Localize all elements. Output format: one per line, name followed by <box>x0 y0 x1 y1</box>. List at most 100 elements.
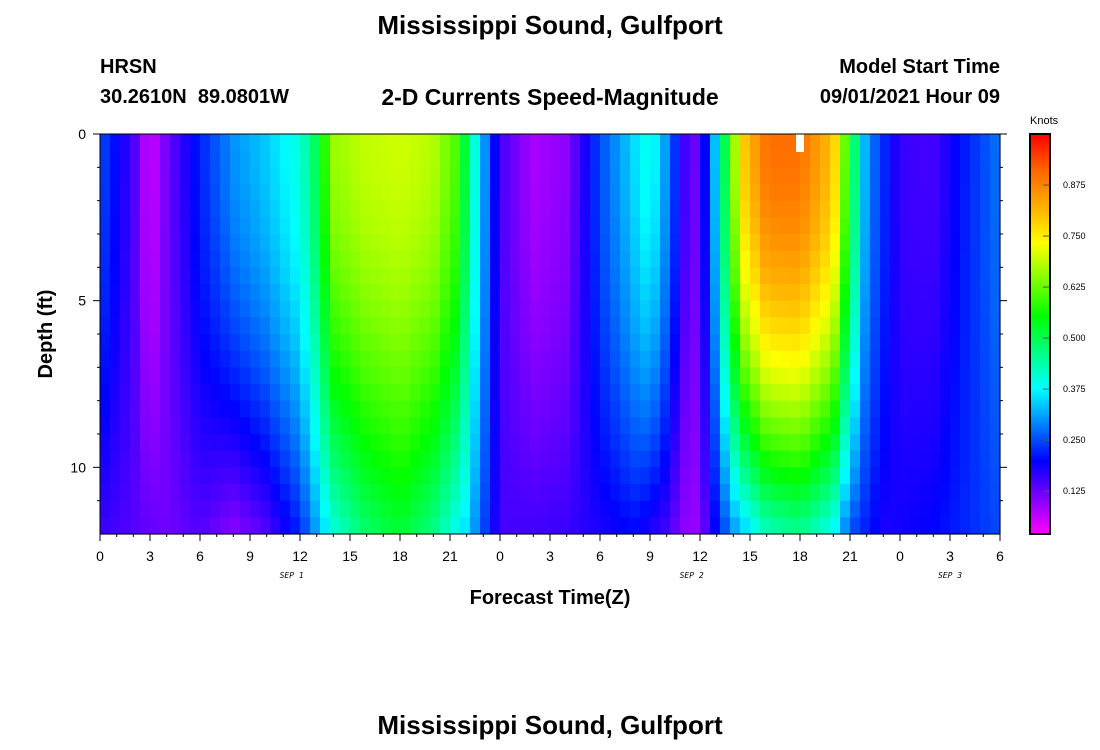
heatmap-cell <box>280 334 291 352</box>
heatmap-cell <box>990 517 1001 535</box>
heatmap-cell <box>490 200 501 218</box>
heatmap-cell <box>490 150 501 168</box>
heatmap-cell <box>420 367 431 385</box>
heatmap-cell <box>820 450 831 468</box>
heatmap-cell <box>880 450 891 468</box>
heatmap-cell <box>470 150 481 168</box>
heatmap-cell <box>970 134 981 152</box>
heatmap-cell <box>840 284 851 302</box>
heatmap-cell <box>330 467 341 485</box>
heatmap-cell <box>920 167 931 185</box>
heatmap-cell <box>110 200 121 218</box>
heatmap-cell <box>330 367 341 385</box>
heatmap-cell <box>130 367 141 385</box>
heatmap-cell <box>740 167 751 185</box>
heatmap-cell <box>820 267 831 285</box>
heatmap-cell <box>130 334 141 352</box>
heatmap-cell <box>670 317 681 335</box>
y-tick-label: 0 <box>78 126 86 142</box>
heatmap-cell <box>400 317 411 335</box>
heatmap-cell <box>910 417 921 435</box>
heatmap-cell <box>790 467 801 485</box>
x-tick-label: 15 <box>342 548 358 564</box>
heatmap-cell <box>450 367 461 385</box>
heatmap-cell <box>710 334 721 352</box>
heatmap-cell <box>190 234 201 252</box>
heatmap-cell <box>120 150 131 168</box>
heatmap-cell <box>840 417 851 435</box>
heatmap-cell <box>310 434 321 452</box>
heatmap-cell <box>690 150 701 168</box>
heatmap-cell <box>520 134 531 152</box>
heatmap-cell <box>470 517 481 535</box>
heatmap-cell <box>400 367 411 385</box>
heatmap-cell <box>380 334 391 352</box>
heatmap-cell <box>150 150 161 168</box>
heatmap-cell <box>450 134 461 152</box>
heatmap-cell <box>420 200 431 218</box>
heatmap-cell <box>810 434 821 452</box>
heatmap-cell <box>850 484 861 502</box>
heatmap-cell <box>510 234 521 252</box>
heatmap-cell <box>900 200 911 218</box>
heatmap-cell <box>950 167 961 185</box>
heatmap-cell <box>160 400 171 418</box>
heatmap-cell <box>840 300 851 318</box>
heatmap-cell <box>320 317 331 335</box>
heatmap-cell <box>290 350 301 368</box>
heatmap-cell <box>570 167 581 185</box>
heatmap-cell <box>270 300 281 318</box>
heatmap-cell <box>800 384 811 402</box>
heatmap-cell <box>190 200 201 218</box>
heatmap-cell <box>130 417 141 435</box>
heatmap-cell <box>550 184 561 202</box>
heatmap-cell <box>460 234 471 252</box>
heatmap-cell <box>930 267 941 285</box>
heatmap-cell <box>250 234 261 252</box>
heatmap-cell <box>340 317 351 335</box>
heatmap-cell <box>730 234 741 252</box>
heatmap-cell <box>370 300 381 318</box>
heatmap-cell <box>850 267 861 285</box>
heatmap-cell <box>800 517 811 535</box>
heatmap-cell <box>950 250 961 268</box>
heatmap-cell <box>530 334 541 352</box>
heatmap-cell <box>480 500 491 518</box>
heatmap-cell <box>980 517 991 535</box>
heatmap-cell <box>280 400 291 418</box>
heatmap-cell <box>840 184 851 202</box>
heatmap-cell <box>610 284 621 302</box>
heatmap-cell <box>260 400 271 418</box>
heatmap-cell <box>930 217 941 235</box>
heatmap-cell <box>230 484 241 502</box>
heatmap-cell <box>680 467 691 485</box>
heatmap-cell <box>460 400 471 418</box>
heatmap-cell <box>980 467 991 485</box>
heatmap-cell <box>620 367 631 385</box>
heatmap-cell <box>850 250 861 268</box>
heatmap-cell <box>910 450 921 468</box>
heatmap-cell <box>900 467 911 485</box>
heatmap-cell <box>780 134 791 152</box>
heatmap-cell <box>230 384 241 402</box>
heatmap-cell <box>640 300 651 318</box>
heatmap-cell <box>150 184 161 202</box>
heatmap-cell <box>400 434 411 452</box>
heatmap-cell <box>380 317 391 335</box>
heatmap-cell <box>330 334 341 352</box>
heatmap-cell <box>540 417 551 435</box>
heatmap-cell <box>430 434 441 452</box>
heatmap-cell <box>790 317 801 335</box>
x-tick-label: 9 <box>646 548 654 564</box>
heatmap-cell <box>820 200 831 218</box>
heatmap-cell <box>140 250 151 268</box>
heatmap-cell <box>240 500 251 518</box>
colorbar-tick-label: 0.875 <box>1063 180 1086 190</box>
heatmap-cell <box>770 150 781 168</box>
heatmap-cell <box>340 450 351 468</box>
heatmap-cell <box>420 467 431 485</box>
heatmap-cell <box>970 434 981 452</box>
heatmap-cell <box>490 434 501 452</box>
heatmap-cell <box>230 284 241 302</box>
heatmap-cell <box>180 234 191 252</box>
